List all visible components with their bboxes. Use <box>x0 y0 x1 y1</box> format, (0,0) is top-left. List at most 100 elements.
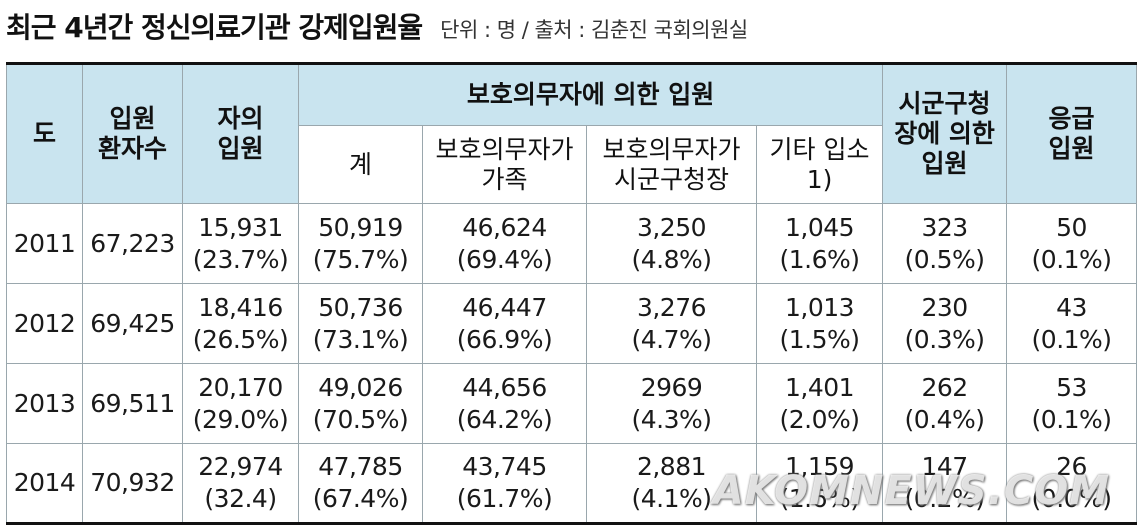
cell-percent: (4.1%) <box>631 484 712 513</box>
cell-percent: (75.7%) <box>312 244 409 274</box>
cell-value: 3,276 <box>636 292 707 322</box>
header-patients: 입원 환자수 <box>82 62 183 204</box>
table-row: 2011 67,223 15,931 (23.7%) 50,919 (75.7%) 46,6… <box>6 203 1138 284</box>
cell-value: 53 <box>1056 372 1087 402</box>
cell-value: 18,416 <box>198 292 283 322</box>
cell-percent: (23.7%) <box>192 244 289 274</box>
cell-guardian-other: 1,045 (1.6%) <box>755 203 884 284</box>
cell-guardian-family: 46,447 (66.9%) <box>422 283 587 364</box>
cell-value: 230 <box>921 292 968 322</box>
watermark: AKOMNEWS.COM <box>712 468 1110 514</box>
cell-value: 50,736 <box>318 292 403 322</box>
cell-emergency: 50 (0.1%) <box>1006 203 1138 284</box>
cell-year: 2012 <box>6 283 83 364</box>
cell-percent: (73.1%) <box>312 324 409 354</box>
cell-value: 1,401 <box>784 372 855 402</box>
cell-guardian-total: 47,785 (67.4%) <box>298 443 423 525</box>
table-row: 2014 70,932 22,974 (32.4) 47,785 (67.4%) 43,74… <box>6 443 1138 525</box>
cell-value: 1,045 <box>784 212 855 242</box>
header-year: 도 <box>6 62 83 204</box>
cell-guardian-official: 3,250 (4.8%) <box>586 203 757 284</box>
cell-value: 43,745 <box>462 452 547 481</box>
cell-voluntary: 15,931 (23.7%) <box>182 203 299 284</box>
cell-year: 2011 <box>6 203 83 284</box>
cell-guardian-official: 3,276 (4.7%) <box>586 283 757 364</box>
cell-percent: (69.4%) <box>456 244 553 274</box>
cell-percent: (66.9%) <box>456 324 553 354</box>
cell-percent: (61.7%) <box>456 484 553 513</box>
cell-patients: 67,223 <box>82 203 183 284</box>
cell-value: 15,931 <box>198 212 283 242</box>
cell-guardian-other: 1,013 (1.5%) <box>755 283 884 364</box>
cell-value: 2,881 <box>636 452 707 481</box>
cell-percent: (0.5%) <box>904 244 986 274</box>
cell-guardian-other: 1,401 (2.0%) <box>755 363 884 444</box>
cell-voluntary: 22,974 (32.4) <box>182 443 299 525</box>
table-row: 2013 69,511 20,170 (29.0%) 49,026 (70.5%) 44,6… <box>6 363 1138 444</box>
cell-emergency: 53 (0.1%) <box>1006 363 1138 444</box>
cell-percent: (0.1%) <box>1031 404 1113 434</box>
header-guardian-group: 보호의무자에 의한 입원 <box>297 62 884 126</box>
cell-value: 2969 <box>640 372 703 402</box>
cell-value: 1,013 <box>784 292 855 322</box>
cell-value: 262 <box>921 372 968 402</box>
cell-value: 43 <box>1056 292 1087 322</box>
cell-mayor: 147 (0.2%) <box>882 443 1008 525</box>
cell-percent: (67.4%) <box>312 484 409 513</box>
cell-value: 323 <box>921 212 968 242</box>
cell-percent: (0.1%) <box>1031 244 1113 274</box>
cell-value: 147 <box>921 452 968 481</box>
header-guardian-family: 보호의무자가 가족 <box>422 125 587 204</box>
cell-value: 49,026 <box>318 372 403 402</box>
cell-guardian-total: 50,736 (73.1%) <box>298 283 423 364</box>
cell-emergency: 26 (0.0%) <box>1006 443 1138 525</box>
cell-percent: (1.6%) <box>779 484 861 513</box>
cell-percent: (0.3%) <box>904 324 986 354</box>
cell-value: 47,785 <box>318 452 403 481</box>
cell-percent: (0.0%) <box>1031 484 1113 513</box>
header: 최근 4년간 정신의료기관 강제입원율 단위 : 명 / 출처 : 김춘진 국회… <box>6 6 748 54</box>
page-title: 최근 4년간 정신의료기관 강제입원율 <box>6 11 423 44</box>
cell-value: 1,159 <box>784 452 855 481</box>
cell-value: 46,447 <box>462 292 547 322</box>
cell-voluntary: 18,416 (26.5%) <box>182 283 299 364</box>
cell-guardian-total: 50,919 (75.7%) <box>298 203 423 284</box>
unit-source-note: 단위 : 명 / 출처 : 김춘진 국회의원실 <box>440 18 748 42</box>
cell-patients: 69,511 <box>82 363 183 444</box>
header-guardian-official: 보호의무자가 시군구청장 <box>586 125 757 204</box>
cell-percent: (4.8%) <box>631 244 712 274</box>
cell-percent: (29.0%) <box>192 404 289 434</box>
header-voluntary: 자의 입원 <box>182 62 299 204</box>
cell-percent: (26.5%) <box>192 324 289 354</box>
cell-guardian-total: 49,026 (70.5%) <box>298 363 423 444</box>
cell-value: 44,656 <box>462 372 547 402</box>
header-mayor: 시군구청 장에 의한 입원 <box>882 62 1008 204</box>
cell-mayor: 230 (0.3%) <box>882 283 1008 364</box>
cell-emergency: 43 (0.1%) <box>1006 283 1138 364</box>
cell-year: 2014 <box>6 443 83 525</box>
cell-percent: (0.2%) <box>904 484 986 513</box>
cell-patients: 70,932 <box>82 443 183 525</box>
admission-table: 도 입원 환자수 자의 입원 보호의무자에 의한 입원 시군구청 장에 의한 입원 응급… <box>6 62 1138 525</box>
cell-mayor: 323 (0.5%) <box>882 203 1008 284</box>
cell-percent: (4.3%) <box>631 404 712 434</box>
cell-guardian-family: 44,656 (64.2%) <box>422 363 587 444</box>
cell-percent: (1.5%) <box>779 324 861 354</box>
cell-percent: (4.7%) <box>631 324 712 354</box>
header-guardian-total: 계 <box>298 125 423 204</box>
cell-value: 20,170 <box>198 372 283 402</box>
table-row: 2012 69,425 18,416 (26.5%) 50,736 (73.1%) 46,4… <box>6 283 1138 364</box>
cell-guardian-official: 2969 (4.3%) <box>586 363 757 444</box>
cell-patients: 69,425 <box>82 283 183 364</box>
cell-value: 50,919 <box>318 212 403 242</box>
cell-percent: (70.5%) <box>312 404 409 434</box>
cell-percent: (1.6%) <box>779 244 861 274</box>
cell-year: 2013 <box>6 363 83 444</box>
cell-guardian-family: 46,624 (69.4%) <box>422 203 587 284</box>
cell-guardian-other: 1,159 (1.6%) <box>755 443 884 525</box>
cell-value: 46,624 <box>462 212 547 242</box>
cell-guardian-family: 43,745 (61.7%) <box>422 443 587 525</box>
cell-value: 26 <box>1056 452 1087 481</box>
cell-value: 22,974 <box>198 452 283 481</box>
cell-percent: (0.1%) <box>1031 324 1113 354</box>
